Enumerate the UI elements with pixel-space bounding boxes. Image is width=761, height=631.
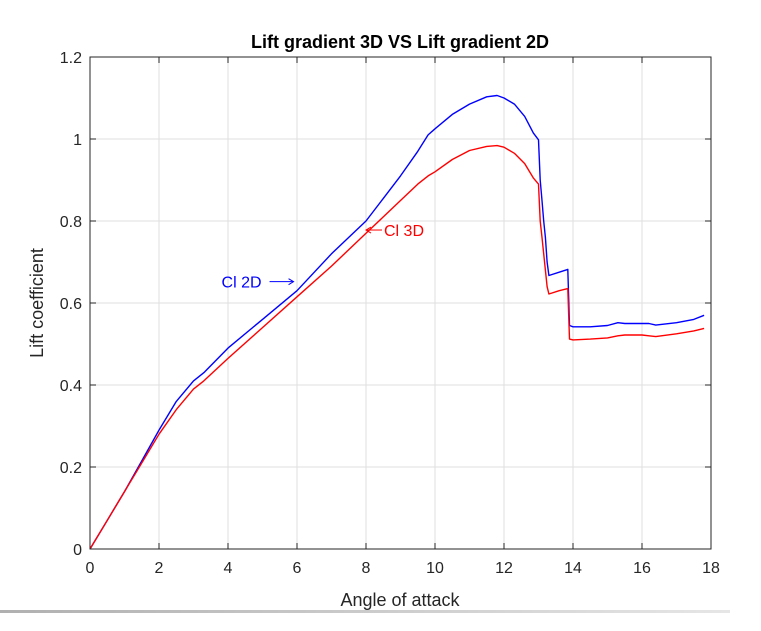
x-tick-label: 6 (293, 560, 302, 577)
series-line-2 (89, 144, 705, 550)
x-tick-label: 14 (564, 560, 582, 577)
x-tick-label: 18 (702, 560, 720, 577)
bottom-edge-shadow (0, 610, 730, 613)
series-lines (89, 94, 705, 550)
x-tick-labels: 0 2 4 6 8 10 12 14 16 18 (86, 560, 720, 577)
x-tick-label: 8 (362, 560, 371, 577)
x-tick-label: 16 (633, 560, 651, 577)
x-tick-label: 10 (426, 560, 444, 577)
x-tick-label: 12 (495, 560, 513, 577)
y-tick-label: 0.6 (60, 296, 82, 313)
y-tick-label: 1.2 (60, 50, 82, 67)
annotations: Cl 2D Cl 3D (222, 223, 424, 292)
tick-marks (89, 56, 712, 550)
y-tick-labels: 0 0.2 0.4 0.6 0.8 1 1.2 (60, 50, 82, 559)
annotation-arrowhead-3d (365, 226, 372, 234)
x-tick-label: 4 (224, 560, 233, 577)
y-tick-label: 0 (73, 542, 82, 559)
y-tick-label: 0.4 (60, 378, 82, 395)
annotation-cl-2d: Cl 2D (222, 275, 262, 292)
x-tick-label: 0 (86, 560, 95, 577)
x-tick-label: 2 (155, 560, 164, 577)
series-line-1 (89, 94, 705, 550)
y-axis-label: Lift coefficient (27, 248, 47, 358)
y-tick-label: 0.8 (60, 214, 82, 231)
y-tick-label: 1 (73, 132, 82, 149)
chart-title: Lift gradient 3D VS Lift gradient 2D (251, 32, 549, 52)
y-tick-label: 0.2 (60, 460, 82, 477)
annotation-arrowhead-2d (288, 278, 295, 286)
annotation-cl-3d: Cl 3D (384, 223, 424, 240)
x-axis-label: Angle of attack (340, 590, 460, 610)
